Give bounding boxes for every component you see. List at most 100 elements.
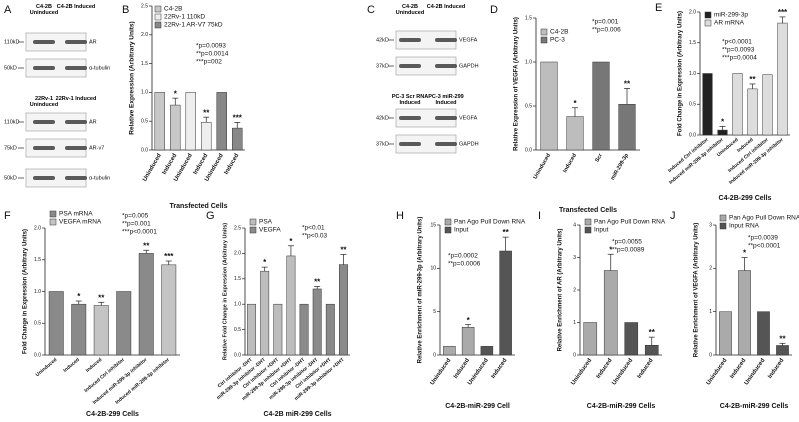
lane-label-box: PC-3 miR-299 Induced: [428, 94, 464, 106]
x-tick-label: Induced: [637, 357, 655, 380]
legend-swatch: [154, 13, 162, 21]
y-tick-label: 1.5: [34, 257, 41, 263]
panel-letter: I: [538, 210, 541, 222]
bar: [702, 73, 713, 136]
significance-mark: **: [749, 75, 756, 84]
legend-label: Pan Ago Pull Down RNA: [594, 219, 666, 226]
legend-label: VEGFA: [259, 227, 281, 234]
p-value: **p=0.001: [122, 221, 151, 228]
blot-band: [33, 176, 55, 180]
x-tick-label: Induced Ctrl inhibitor: [83, 357, 126, 394]
legend-label: PC-3: [550, 37, 565, 44]
lane-label-box: C4-2B Induced: [427, 4, 466, 10]
significance-mark: **: [203, 108, 210, 117]
significance-mark: *: [721, 117, 725, 126]
y-axis-label: Relative Enrichment of AR (Arbitrary Uni…: [558, 229, 564, 352]
legend-label: AR mRNA: [714, 20, 745, 27]
y-tick-label: 4: [573, 222, 576, 228]
blot-band: [65, 40, 87, 44]
blot-band: [435, 38, 457, 42]
y-axis-label: Relative Fold Change in Expression (Arbi…: [222, 223, 228, 360]
bar: [747, 88, 758, 136]
blot-band: [65, 146, 87, 150]
legend-swatch: [249, 226, 257, 234]
lane-label-box: PC-3 Scr RNA Induced: [392, 94, 428, 106]
blot-band: [435, 64, 457, 68]
significance-mark: **: [503, 228, 510, 237]
panel-letter: F: [4, 210, 11, 222]
y-tick-label: 1.5: [525, 15, 532, 21]
x-tick-label: Induced: [767, 357, 785, 380]
significance-mark: **: [143, 241, 150, 250]
bar: [273, 303, 283, 356]
p-value: **p<0.03: [302, 233, 328, 240]
blot-band: [399, 38, 421, 42]
y-tick-label: 1.0: [34, 289, 41, 295]
significance-mark: *: [263, 258, 267, 267]
bar: [540, 61, 558, 151]
bar: [93, 305, 109, 356]
x-tick-label: Induced: [453, 357, 471, 380]
p-value: **p=0.0093: [722, 47, 755, 54]
error-bar: [572, 107, 578, 117]
p-value: *p<0.0001: [722, 39, 752, 46]
x-tick-label: Uninduced: [744, 357, 767, 386]
legend-label: 22Rv-1 AR-V7 75kD: [164, 22, 223, 29]
y-axis-label: Relative Expression of VEGFA (Arbitrary …: [514, 17, 520, 151]
legend-swatch: [154, 21, 162, 29]
molecular-weight: 37kD: [376, 141, 389, 147]
bar: [185, 92, 196, 151]
legend-swatch: [584, 226, 592, 234]
bar: [762, 74, 773, 136]
bar: [757, 311, 770, 356]
y-tick-label: 0.5: [689, 102, 696, 108]
error-bar: [719, 126, 726, 131]
significance-mark: **: [340, 246, 347, 255]
y-tick-label: 1.5: [234, 276, 241, 282]
y-tick-label: 0.5: [34, 321, 41, 327]
error-bar: [741, 257, 748, 271]
significance-mark: *: [467, 316, 471, 325]
y-tick-label: 0: [709, 352, 712, 358]
significance-mark: *: [289, 237, 293, 246]
p-value: ***p=002: [196, 59, 222, 66]
molecular-weight: 42kD: [376, 37, 389, 43]
bar: [603, 270, 618, 356]
bar: [170, 104, 181, 151]
significance-mark: **: [624, 80, 631, 89]
legend-swatch: [704, 19, 712, 27]
legend-swatch: [49, 210, 57, 218]
x-tick-label: Induced: [562, 153, 578, 174]
bar: [48, 291, 64, 356]
y-tick-label: 2: [573, 287, 576, 293]
y-tick-label: 0.0: [234, 352, 241, 358]
bar: [161, 264, 177, 356]
bar: [286, 255, 296, 356]
lane-label-box: C4-2B Uninduced: [30, 4, 58, 16]
y-axis-label: Fold Change in Expression (Arbitrary Uni…: [678, 11, 684, 136]
p-value: *p=0.0039: [748, 235, 778, 242]
y-tick-label: 1: [573, 320, 576, 326]
y-tick-label: 0.5: [234, 327, 241, 333]
y-tick-label: 0.0: [689, 132, 696, 138]
y-tick-label: 5: [433, 309, 436, 315]
legend-label: Pan Ago Pull Down RNA: [454, 219, 526, 226]
error-bar: [502, 236, 509, 251]
x-axis-label: C4-2B-miR-299 Cells: [587, 403, 656, 410]
y-tick-label: 2.0: [234, 251, 241, 257]
error-bar: [465, 324, 472, 328]
bar: [499, 250, 512, 356]
x-axis-label: Transfected Cells: [559, 207, 617, 214]
y-tick-label: 2: [709, 266, 712, 272]
lane-label: C4-2B Uninduced: [395, 4, 425, 16]
lane-label: PC-3 miR-299 Induced: [428, 94, 464, 106]
panel-letter: G: [206, 210, 215, 222]
legend-label: C4-2B: [550, 29, 568, 36]
x-tick-label: Induced: [729, 357, 747, 380]
y-tick-label: 0: [573, 352, 576, 358]
molecular-weight: 110kD: [4, 119, 20, 125]
bar: [338, 264, 348, 356]
x-axis-label: C4-2B-miR-299 Cells: [720, 403, 789, 410]
blot-band: [399, 116, 421, 120]
